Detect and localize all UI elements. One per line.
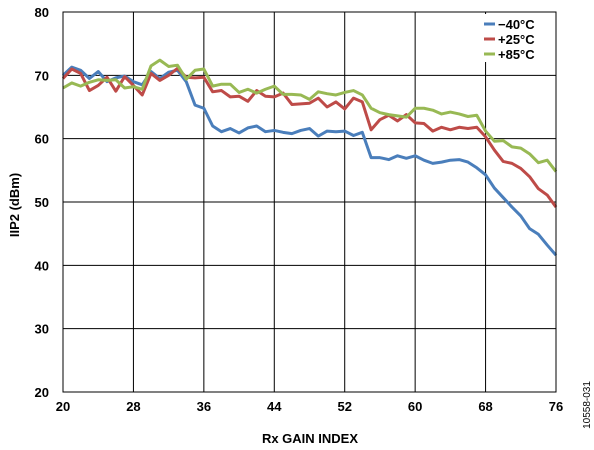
grid-lines [62,11,557,393]
legend-label: +85°C [498,47,535,62]
x-tick-label: 44 [267,399,282,414]
x-tick-label: 60 [408,399,422,414]
x-tick-label: 52 [337,399,351,414]
legend-label: −40°C [498,17,535,32]
series-line-2-25c [61,66,558,208]
x-tick-label: 20 [56,399,70,414]
y-tick-label: 80 [35,5,49,20]
plot-frame [62,11,557,393]
x-tick-label: 68 [478,399,492,414]
figure-id: 10558-031 [582,381,593,429]
y-tick-label: 40 [35,258,49,273]
x-tick-label: 76 [549,399,563,414]
series-line-3-85c [62,58,558,173]
legend-label: +25°C [498,32,535,47]
x-tick-label: 36 [197,399,211,414]
y-tick-labels: 20 30 40 50 60 70 80 [35,5,49,400]
y-tick-label: 70 [35,68,49,83]
y-axis-label: IIP2 (dBm) [7,173,22,237]
x-tick-labels: 20 28 36 44 52 60 68 76 [56,399,563,414]
legend: −40°C+25°C+85°C [482,14,554,62]
y-tick-label: 20 [35,385,49,400]
x-axis-label: Rx GAIN INDEX [262,431,358,446]
y-tick-label: 60 [35,132,49,147]
y-tick-label: 30 [35,322,49,337]
y-tick-label: 50 [35,195,49,210]
series-line-1-40c [61,65,558,257]
series-lines [61,58,558,257]
x-tick-label: 28 [126,399,140,414]
